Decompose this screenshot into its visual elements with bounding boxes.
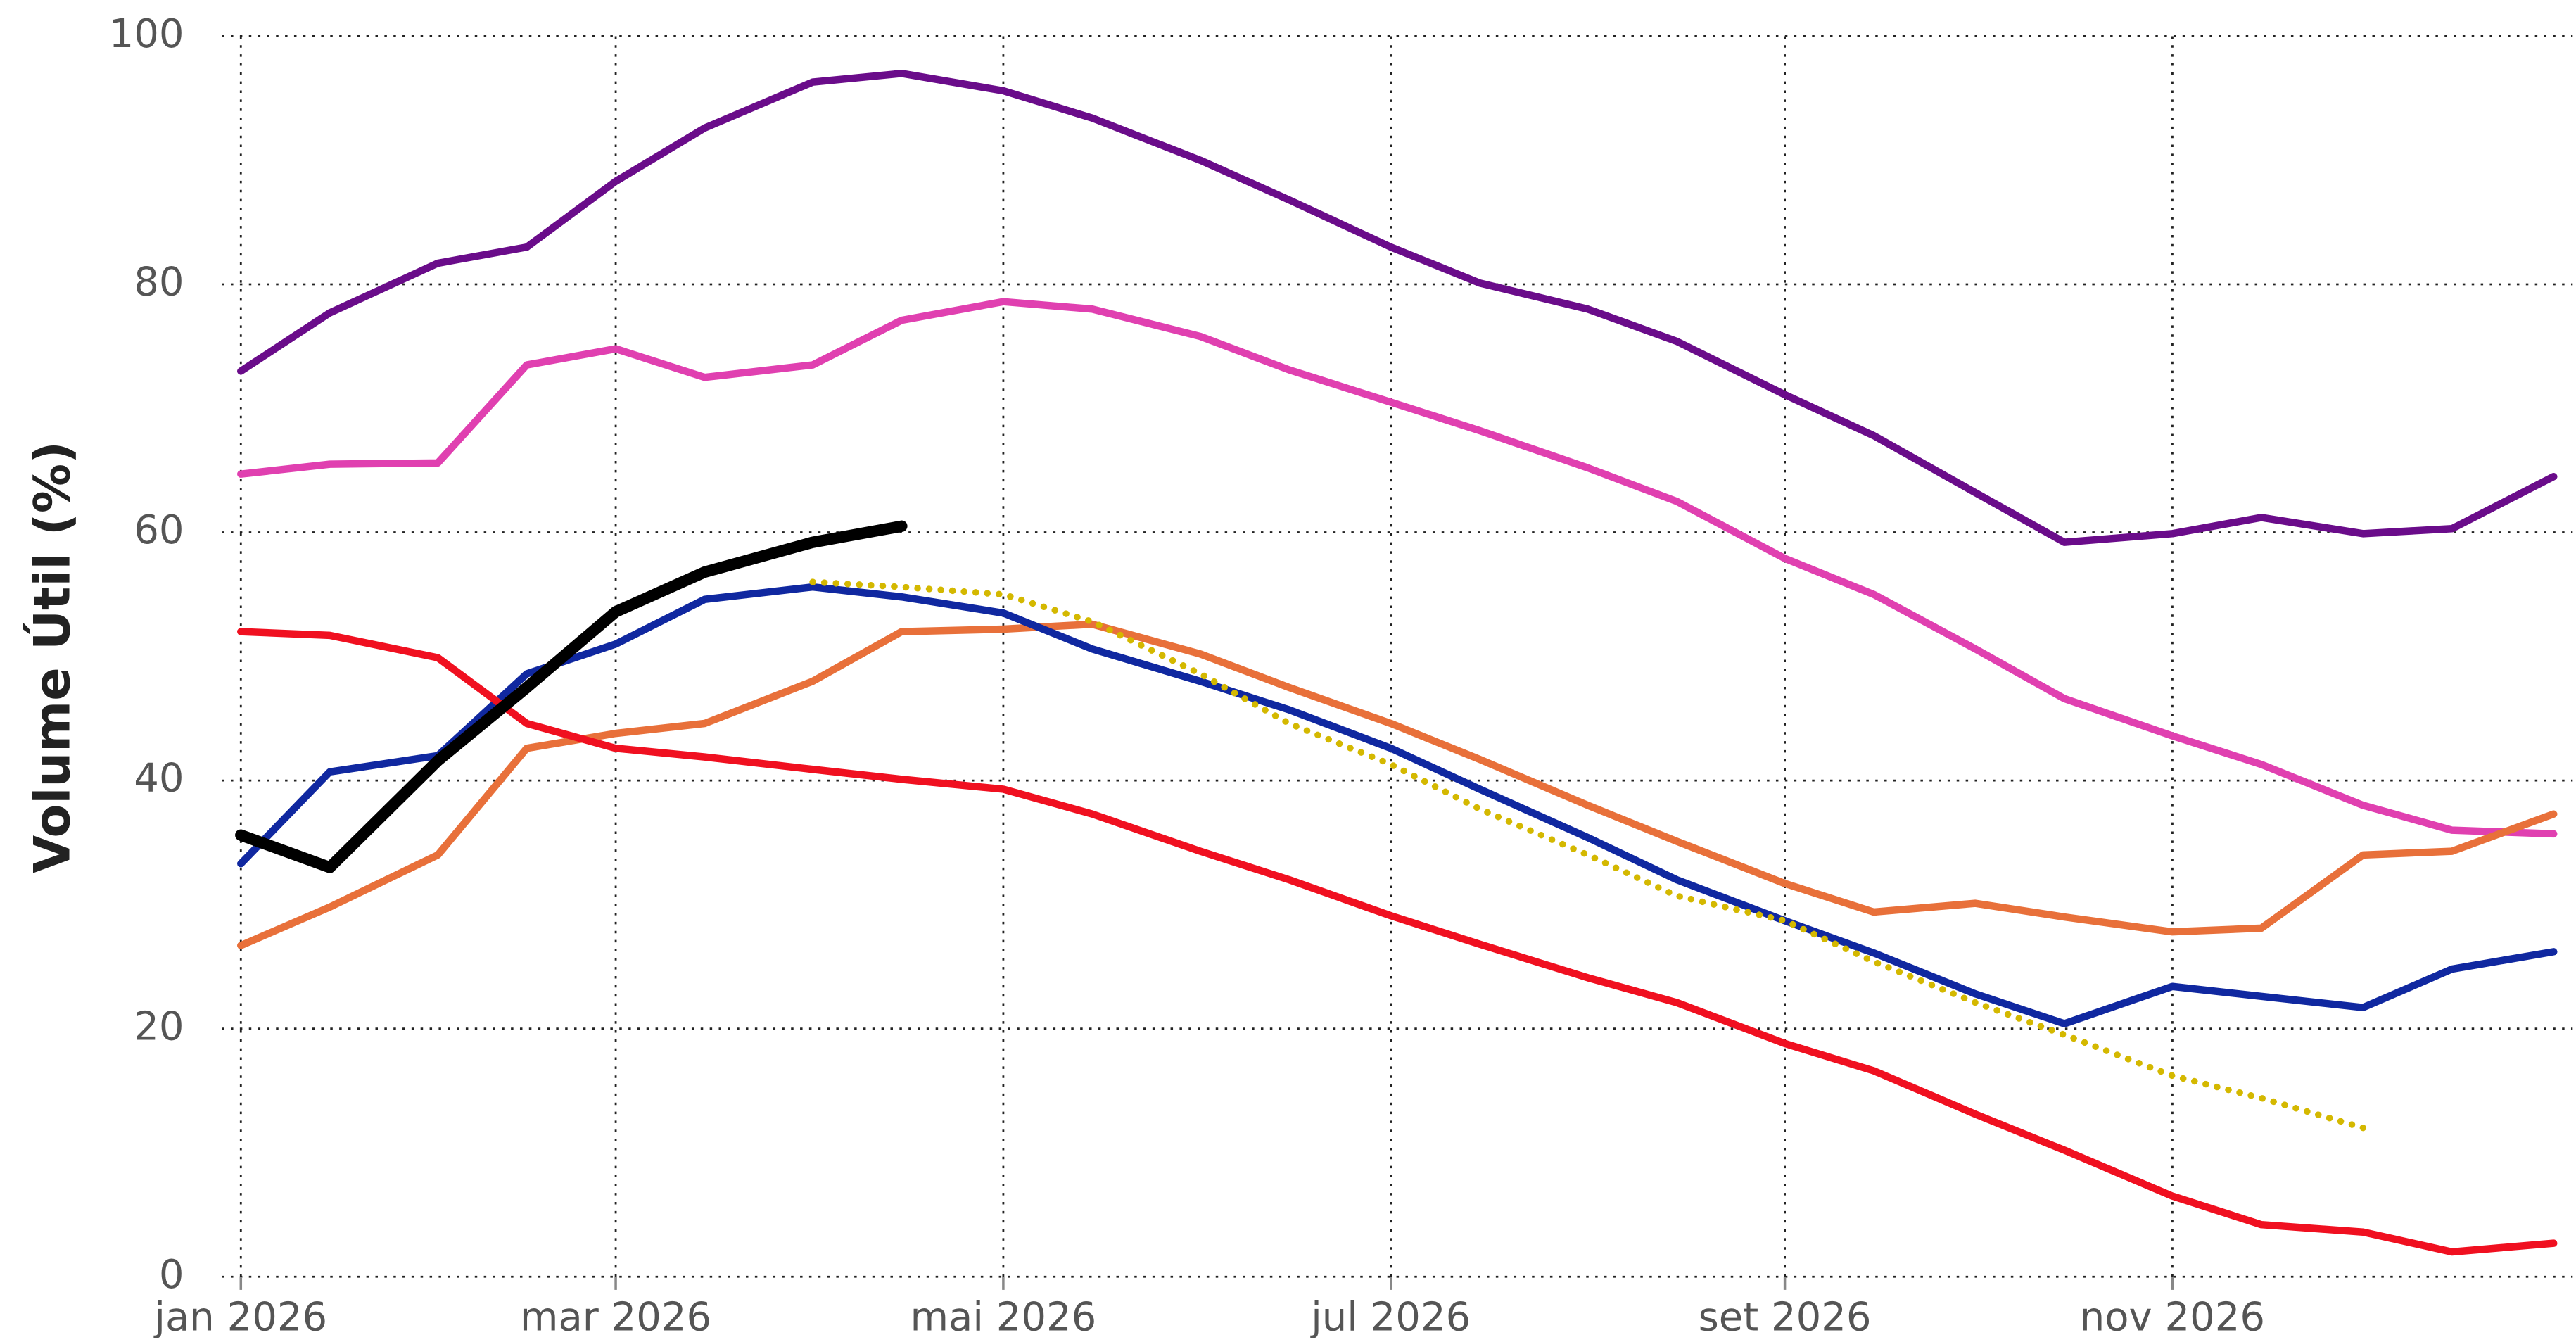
y-tick-label: 60 [134, 507, 184, 553]
series-line [237, 70, 2558, 546]
y-tick-label: 0 [159, 1252, 184, 1298]
series-line [237, 298, 2558, 838]
x-tick-label: jul 2026 [1309, 1295, 1471, 1341]
series-line [237, 583, 2558, 1027]
series-line [235, 520, 908, 873]
x-tick-label: nov 2026 [2080, 1295, 2265, 1341]
y-tick-label: 40 [134, 756, 184, 802]
x-tick-label: jan 2026 [153, 1295, 327, 1341]
y-tick-label: 80 [134, 260, 184, 305]
y-tick-label: 20 [134, 1004, 184, 1049]
y-axis-label: Volume Útil (%) [23, 441, 81, 873]
y-tick-label: 100 [109, 11, 184, 57]
x-tick-label: mar 2026 [520, 1295, 711, 1341]
series-line [237, 620, 2558, 949]
x-tick-label: mai 2026 [910, 1295, 1096, 1341]
series-line [809, 578, 2367, 1132]
x-tick-label: set 2026 [1699, 1295, 1872, 1341]
series-line [237, 628, 2558, 1256]
